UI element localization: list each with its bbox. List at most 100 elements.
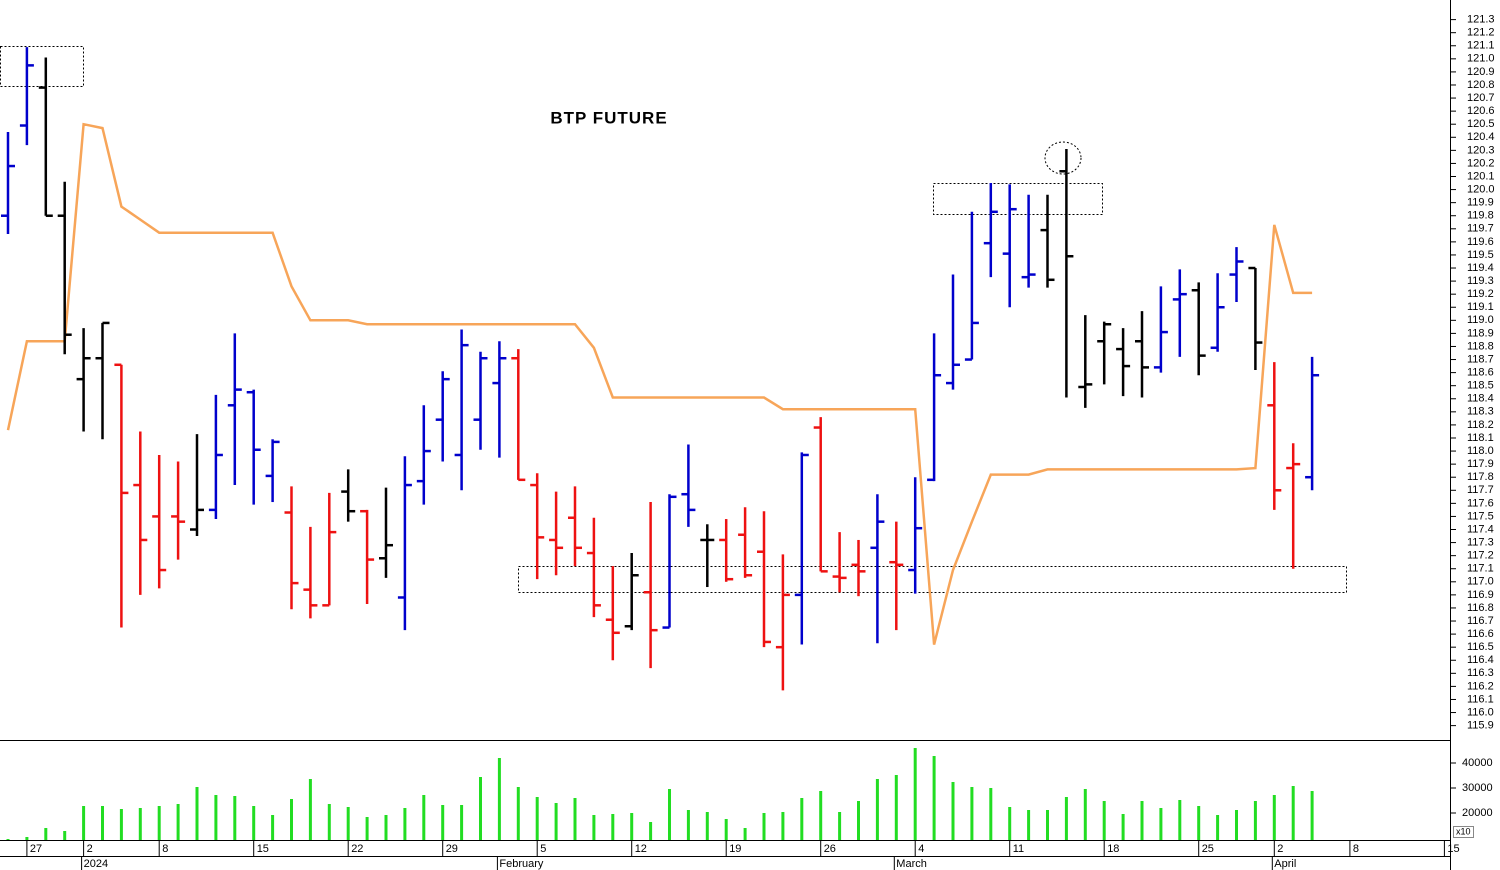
volume-bar (1178, 800, 1182, 840)
x-tick-label: 15 (257, 843, 269, 855)
y-tick-label: 120.5 (1467, 118, 1495, 130)
x-tick-label: 25 (1202, 843, 1214, 855)
x-tick-label: 12 (635, 843, 647, 855)
volume-bar (6, 839, 10, 840)
volume-bar (101, 806, 104, 840)
x-tick-label: 5 (540, 843, 546, 855)
volume-bar (592, 815, 596, 840)
y-tick-label: 115.9 (1467, 720, 1494, 732)
volume-bar (119, 809, 123, 840)
y-tick-label: 118.3 (1467, 406, 1494, 418)
volume-bar (1253, 801, 1257, 840)
y-tick-label: 121.2 (1467, 27, 1495, 39)
y-tick-label: 118.0 (1467, 445, 1494, 457)
volume-bar (176, 804, 180, 840)
volume-bar (838, 812, 842, 840)
y-tick-label: 119.6 (1467, 236, 1494, 248)
y-tick-label: 117.0 (1467, 576, 1494, 588)
y-tick-label: 116.5 (1467, 641, 1494, 653)
volume-bar (1083, 789, 1087, 840)
volume-bar (819, 791, 823, 840)
y-tick-label: 119.3 (1467, 275, 1494, 287)
volume-bar (743, 828, 747, 840)
volume-bar (497, 758, 501, 840)
x-tick-label: 15 (1447, 843, 1459, 855)
y-tick-label: 117.8 (1467, 471, 1494, 483)
volume-bar (271, 815, 275, 840)
y-tick-label: 116.2 (1467, 680, 1494, 692)
volume-bar (1159, 808, 1163, 840)
month-label: April (1274, 858, 1296, 870)
y-tick-label: 120.8 (1467, 79, 1495, 91)
volume-bar (138, 808, 142, 840)
volume-bar (1197, 806, 1201, 840)
volume-bar (913, 748, 917, 840)
y-tick-label: 117.1 (1467, 563, 1494, 575)
volume-bar (441, 805, 445, 840)
volume-bar (630, 813, 634, 840)
chart-title: BTP FUTURE (550, 108, 667, 127)
volume-bar (1121, 814, 1125, 840)
volume-bar (25, 837, 29, 840)
y-tick-label: 118.1 (1467, 432, 1494, 444)
volume-bar (479, 777, 482, 840)
volume-bar (157, 806, 161, 840)
volume-bar (422, 795, 426, 840)
highlight-circle (1044, 141, 1082, 175)
x-tick-label: 4 (918, 843, 924, 855)
volume-bar (516, 787, 520, 840)
volume-bar (1216, 815, 1220, 840)
volume-bar (686, 810, 690, 840)
volume-tick-label: 40000 (1462, 757, 1493, 769)
volume-bar (1102, 801, 1106, 840)
y-tick-label: 119.4 (1467, 262, 1494, 274)
volume-bar (894, 775, 898, 840)
volume-bar (951, 782, 955, 840)
volume-bar (1140, 801, 1144, 840)
x-tick-label: 19 (729, 843, 741, 855)
x-tick-label: 8 (162, 843, 168, 855)
y-tick-label: 117.6 (1467, 497, 1494, 509)
y-tick-label: 117.7 (1467, 484, 1494, 496)
highlight-box (933, 183, 1103, 215)
volume-bar (932, 756, 936, 840)
x-tick-label: 11 (1013, 843, 1024, 855)
volume-bar (252, 806, 256, 840)
volume-bar (384, 815, 388, 840)
y-tick-label: 119.9 (1467, 197, 1494, 209)
y-tick-label: 118.4 (1467, 393, 1494, 405)
volume-bar (1008, 807, 1012, 840)
y-tick-label: 116.3 (1467, 667, 1494, 679)
y-tick-label: 116.7 (1467, 615, 1494, 627)
y-tick-label: 120.1 (1467, 170, 1495, 182)
x-tick-label: 22 (351, 843, 363, 855)
y-tick-label: 117.4 (1467, 523, 1494, 535)
y-tick-label: 117.2 (1467, 550, 1494, 562)
y-tick-label: 116.6 (1467, 628, 1494, 640)
y-tick-label: 121.3 (1467, 14, 1495, 26)
volume-tick-label: 30000 (1462, 782, 1493, 794)
y-tick-label: 118.9 (1467, 327, 1494, 339)
y-tick-label: 118.8 (1467, 340, 1494, 352)
y-tick-label: 116.4 (1467, 654, 1494, 666)
x-tick-label: 8 (1353, 843, 1359, 855)
volume-bar (668, 789, 671, 840)
x-tick-label: 29 (446, 843, 458, 855)
volume-bar (365, 817, 369, 840)
volume-bar (44, 828, 48, 840)
y-tick-label: 118.5 (1467, 380, 1494, 392)
month-label: 2024 (84, 858, 108, 870)
y-tick-label: 116.8 (1467, 602, 1494, 614)
volume-bar (970, 787, 974, 840)
volume-bar (308, 779, 312, 840)
volume-bar (989, 788, 993, 840)
y-tick-label: 119.8 (1467, 210, 1494, 222)
y-tick-label: 121.1 (1467, 40, 1495, 52)
y-tick-label: 119.2 (1467, 288, 1494, 300)
volume-bar (1272, 795, 1276, 840)
volume-bar (554, 803, 558, 840)
volume-bar (63, 831, 67, 840)
